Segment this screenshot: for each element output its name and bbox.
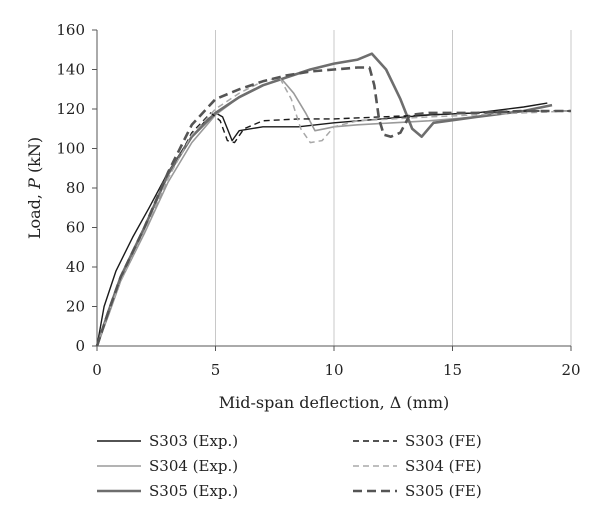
x-tick-label: 5 xyxy=(211,361,221,379)
y-tick-label: 120 xyxy=(56,100,85,118)
series-line-2 xyxy=(96,78,553,347)
x-tick-label: 15 xyxy=(443,361,462,379)
x-tick-labels: 0 5 10 15 20 xyxy=(92,346,581,379)
y-axis-title-symbol: P xyxy=(25,178,44,190)
legend-label-1: S303 (Exp.) xyxy=(149,432,238,450)
y-tick-label: 40 xyxy=(66,258,85,276)
legend-label-2: S304 (Exp.) xyxy=(149,457,238,475)
y-tick-label: 60 xyxy=(66,219,85,237)
x-axis-title: Mid-span deflection, Δ (mm) xyxy=(219,393,449,412)
x-tick-label: 0 xyxy=(92,361,102,379)
y-axis-title-part-3: (kN) xyxy=(25,137,44,178)
legend-label-6: S305 (FE) xyxy=(405,482,482,500)
grid-lines xyxy=(215,30,572,346)
y-tick-label: 160 xyxy=(56,21,85,39)
y-axis-title: Load, P (kN) xyxy=(25,137,44,239)
series-line-6 xyxy=(95,66,571,347)
y-tick-label: 0 xyxy=(75,337,85,355)
x-tick-label: 20 xyxy=(561,361,580,379)
legend: S303 (Exp.) S304 (Exp.) S305 (Exp.) S303 (F… xyxy=(97,432,482,500)
y-tick-labels: 0 20 40 60 80 100 120 140 160 xyxy=(56,21,97,355)
y-tick-label: 140 xyxy=(56,61,85,79)
series-line-5 xyxy=(96,76,572,347)
y-tick-label: 20 xyxy=(66,298,85,316)
series-lines xyxy=(95,52,572,347)
series-line-3 xyxy=(95,52,553,347)
series-line-1 xyxy=(96,102,548,347)
y-axis-title-part-1: Load, xyxy=(25,189,44,239)
legend-label-3: S305 (Exp.) xyxy=(149,482,238,500)
y-tick-label: 100 xyxy=(56,140,85,158)
legend-label-4: S303 (FE) xyxy=(405,432,482,450)
legend-label-5: S304 (FE) xyxy=(405,457,482,475)
y-tick-label: 80 xyxy=(66,179,85,197)
x-tick-label: 10 xyxy=(324,361,343,379)
